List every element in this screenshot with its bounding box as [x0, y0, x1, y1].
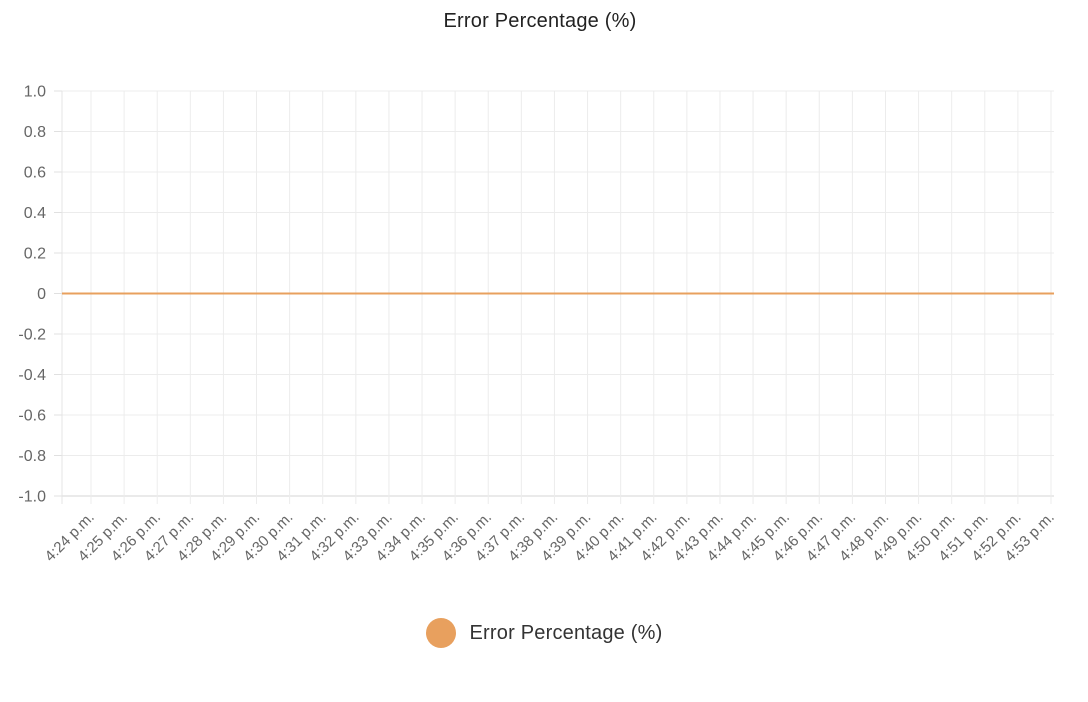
y-tick-label: -1.0: [18, 489, 46, 506]
legend-label[interactable]: Error Percentage (%): [469, 621, 663, 644]
y-tick-label: -0.8: [18, 448, 46, 465]
y-tick-label: -0.6: [18, 408, 46, 425]
y-tick-label: 0: [37, 286, 46, 303]
legend[interactable]: Error Percentage (%): [0, 618, 1088, 648]
grid-lines: [54, 90, 1054, 504]
y-tick-label: 0.6: [24, 165, 46, 182]
chart-title: Error Percentage (%): [443, 10, 637, 32]
y-tick-label: -0.4: [18, 367, 46, 384]
legend-swatch-icon: [425, 618, 456, 648]
y-tick-label: -0.2: [18, 327, 46, 344]
y-tick-label: 0.2: [24, 246, 46, 263]
y-tick-label: 1.0: [24, 84, 46, 101]
y-tick-label: 0.4: [24, 205, 46, 222]
y-tick-label: 0.8: [24, 124, 46, 141]
